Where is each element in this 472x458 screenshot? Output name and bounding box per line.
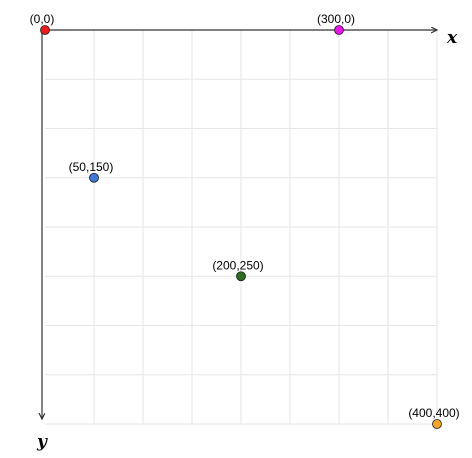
point-label: (300,0)	[317, 12, 355, 26]
points-layer: (0,0) (300,0) (50,150) (200,250) (400,400)	[30, 12, 460, 429]
point-marker: (300,0)	[317, 12, 355, 35]
point-label: (0,0)	[30, 12, 55, 26]
point-dot	[432, 419, 442, 429]
point-marker: (0,0)	[30, 12, 55, 35]
point-label: (400,400)	[408, 406, 459, 420]
grid	[45, 30, 438, 425]
point-dot	[40, 25, 50, 35]
point-label: (200,250)	[212, 258, 263, 272]
point-dot	[334, 25, 344, 35]
point-label: (50,150)	[69, 160, 114, 174]
point-dot	[236, 271, 246, 282]
point-marker: (400,400)	[408, 406, 460, 429]
point-dot	[89, 172, 99, 183]
y-axis-label: y	[36, 432, 48, 452]
point-marker: (200,250)	[212, 258, 264, 282]
x-axis-label: x	[446, 28, 458, 48]
point-marker: (50,150)	[69, 160, 114, 183]
